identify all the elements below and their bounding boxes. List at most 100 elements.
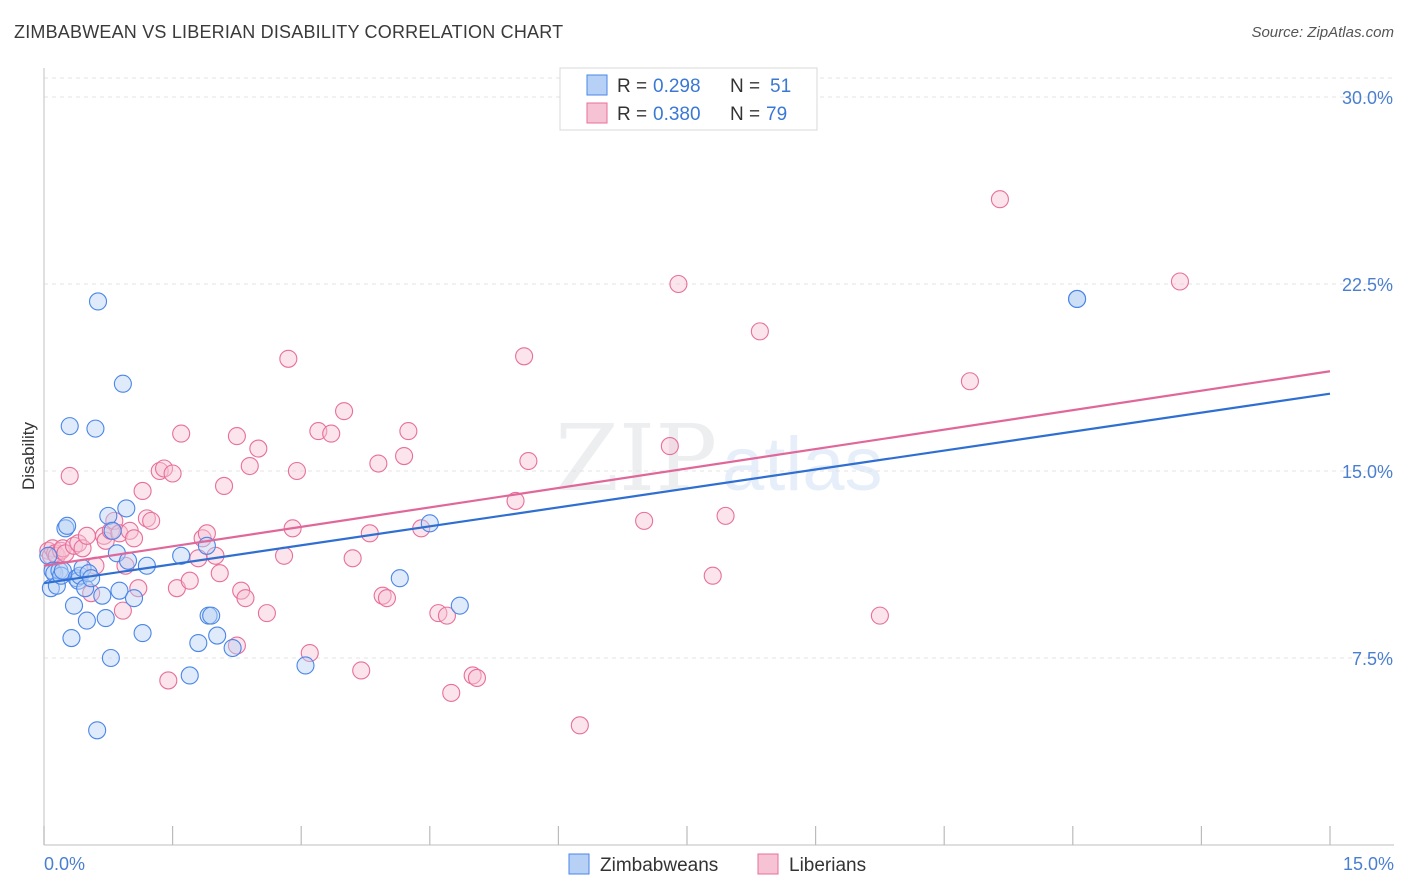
- liberians-point: [172, 424, 191, 443]
- legend-r-value-2: 0.380: [653, 104, 701, 125]
- watermark-zip: ZIP: [555, 405, 717, 512]
- liberians-point: [570, 716, 589, 735]
- liberians-point: [506, 491, 525, 510]
- liberians-point: [660, 437, 679, 456]
- y-tick-labels: 7.5% 15.0% 22.5% 30.0%: [1342, 88, 1393, 669]
- liberians-point: [236, 589, 255, 608]
- liberians-point: [124, 529, 144, 548]
- liberians-point: [180, 571, 199, 590]
- zimbabweans-point: [58, 516, 77, 535]
- liberians-point: [214, 476, 234, 496]
- zimbabweans-point: [124, 589, 144, 608]
- liberians-point: [227, 427, 246, 446]
- zimbabweans-point: [208, 626, 227, 645]
- zimbabweans-point: [296, 656, 315, 675]
- zimbabweans-point: [62, 629, 81, 648]
- liberians-point: [113, 601, 132, 620]
- liberians-point: [60, 466, 79, 486]
- liberians-point: [669, 274, 688, 294]
- liberians-point: [129, 579, 148, 598]
- zimbabweans-point: [1068, 289, 1087, 309]
- bottom-legend-liberians-label: Liberians: [789, 855, 866, 876]
- zimbabweans-point: [223, 638, 242, 658]
- zimbabweans-point: [110, 581, 129, 600]
- zimbabweans-point: [189, 633, 208, 653]
- liberians-point: [399, 422, 418, 441]
- zimbabweans-point: [60, 417, 79, 436]
- liberians-point: [467, 668, 487, 687]
- legend-n-label-2: N =: [730, 104, 760, 125]
- liberians-point: [163, 464, 182, 483]
- source-credit: Source: ZipAtlas.com: [1251, 24, 1394, 41]
- zimbabweans-point: [88, 292, 108, 311]
- liberians-point: [515, 347, 534, 366]
- liberians-point: [716, 506, 735, 525]
- y-tick-label: 22.5%: [1342, 275, 1393, 295]
- legend-r-value-1: 0.298: [653, 76, 701, 97]
- liberians-point: [210, 564, 229, 583]
- liberians-point: [395, 446, 414, 466]
- zimbabweans-swatch: [586, 74, 608, 96]
- bottom-legend-liberians-swatch: [757, 853, 779, 875]
- liberians-points: [39, 190, 1190, 735]
- liberians-point: [322, 424, 341, 443]
- y-tick-label: 15.0%: [1342, 462, 1393, 482]
- liberians-point: [110, 524, 129, 543]
- zimbabweans-point: [77, 611, 96, 630]
- legend-r-label-1: R =: [617, 76, 647, 97]
- zimbabweans-point: [137, 556, 156, 575]
- liberians-point: [275, 546, 294, 565]
- liberians-point: [77, 526, 96, 545]
- watermark-atlas: atlas: [722, 422, 883, 507]
- y-axis-label: Disability: [19, 421, 38, 490]
- legend-n-value-2: 79: [766, 104, 787, 125]
- liberians-point: [257, 604, 276, 623]
- liberians-swatch: [586, 102, 608, 124]
- liberians-point: [369, 454, 388, 473]
- y-tick-label: 30.0%: [1342, 88, 1393, 108]
- liberians-point: [279, 349, 298, 368]
- x-tick-label-min: 0.0%: [44, 854, 85, 874]
- chart-title: ZIMBABWEAN VS LIBERIAN DISABILITY CORREL…: [14, 22, 564, 42]
- liberians-point: [635, 511, 654, 530]
- zimbabweans-point: [420, 514, 439, 533]
- liberians-point: [287, 461, 306, 481]
- liberians-point: [96, 531, 115, 550]
- liberians-point: [154, 459, 174, 478]
- legend-n-label-1: N =: [730, 76, 760, 97]
- series-legend: Zimbabweans Liberians: [568, 853, 866, 876]
- liberians-point: [1170, 272, 1190, 291]
- liberians-point: [519, 451, 538, 471]
- liberians-point: [249, 439, 268, 458]
- liberians-point: [442, 683, 461, 702]
- stats-legend: R = 0.298 N = 51 R = 0.380 N = 79: [559, 67, 818, 131]
- zimbabweans-point: [96, 609, 115, 628]
- zimbabweans-point: [117, 499, 136, 518]
- bottom-legend-zimbabweans-label: Zimbabweans: [600, 855, 718, 876]
- zimbabweans-point: [172, 546, 191, 565]
- zimbabweans-trend-line: [43, 392, 1331, 585]
- liberians-point: [343, 549, 362, 568]
- zimbabweans-point: [39, 546, 58, 565]
- zimbabweans-points: [39, 289, 1087, 740]
- bottom-legend-zimbabweans-swatch: [568, 853, 590, 875]
- liberians-point: [437, 606, 456, 625]
- liberians-point: [82, 584, 101, 603]
- liberians-point: [133, 481, 152, 500]
- liberians-point: [960, 372, 979, 391]
- zimbabweans-point: [103, 521, 122, 540]
- liberians-point: [335, 402, 354, 421]
- x-tick-label-max: 15.0%: [1343, 854, 1394, 874]
- watermark: ZIP atlas: [555, 405, 883, 512]
- liberians-point: [159, 671, 178, 690]
- zimbabweans-point: [450, 596, 469, 615]
- y-tick-label: 7.5%: [1352, 649, 1393, 669]
- zimbabweans-point: [76, 579, 95, 598]
- liberians-point: [377, 589, 396, 608]
- liberians-point: [142, 511, 161, 530]
- liberians-point: [870, 606, 889, 625]
- liberians-point: [990, 190, 1009, 209]
- zimbabweans-point: [101, 648, 120, 668]
- x-axis-ticks: [43, 826, 1331, 845]
